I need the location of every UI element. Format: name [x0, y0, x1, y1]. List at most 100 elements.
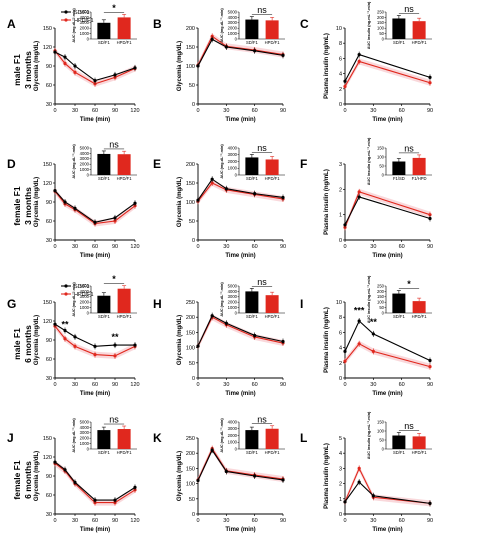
- x-tick-label: 30: [370, 244, 376, 250]
- x-tick-label: 60: [252, 382, 258, 388]
- significance-annotation: ***: [354, 305, 365, 315]
- data-point: [253, 333, 257, 338]
- y-tick-label: 200: [186, 451, 195, 457]
- x-tick-label: 60: [92, 108, 98, 114]
- x-tick-label: 90: [427, 244, 433, 250]
- inset-y-tick-label: 200: [377, 289, 385, 294]
- x-axis-label: Time (min): [80, 117, 110, 123]
- panel-letter: F: [300, 157, 307, 171]
- series-error-band: [345, 58, 430, 90]
- y-tick-label: 90: [46, 200, 52, 206]
- y-tick-label: 90: [46, 64, 52, 70]
- row-label: male F1 6 months: [12, 325, 33, 363]
- panel-letter: L: [300, 431, 307, 445]
- data-point: [133, 66, 137, 70]
- inset-y-tick-label: 100: [377, 300, 385, 305]
- x-tick-label: 60: [399, 244, 405, 250]
- inset-category-label: HPD/F1: [117, 450, 133, 455]
- x-axis-label: Time (min): [80, 391, 110, 397]
- inset-category-label: HPD/F1: [117, 40, 133, 45]
- y-tick-label: 2: [339, 361, 342, 367]
- data-point: [428, 81, 432, 85]
- x-tick-label: 90: [112, 244, 118, 250]
- legend-swatch-marker: [64, 292, 68, 296]
- x-tick-label: 0: [343, 244, 346, 250]
- inset-y-tick-label: 150: [377, 419, 385, 424]
- x-tick-label: 120: [130, 244, 139, 250]
- inset-y-tick-label: 0: [235, 36, 238, 41]
- y-tick-label: 100: [186, 64, 195, 70]
- inset-y-tick-label: 4000: [228, 145, 238, 150]
- y-tick-label: 0: [339, 376, 342, 382]
- data-point: [210, 448, 214, 452]
- y-tick-label: 150: [186, 45, 195, 51]
- x-tick-label: 0: [343, 108, 346, 114]
- data-point: [63, 55, 67, 59]
- inset-bar: [245, 430, 259, 449]
- inset-y-axis-label: AUC (mg.dL⁻¹.min): [220, 144, 224, 179]
- y-tick-label: 4: [339, 451, 342, 457]
- y-tick-label: 0: [192, 102, 195, 108]
- data-point: [53, 189, 57, 193]
- data-point: [224, 321, 228, 325]
- inset-y-tick-label: 1000: [228, 166, 238, 171]
- inset-y-tick-label: 5000: [228, 9, 238, 14]
- inset-category-label: SD/F1: [98, 40, 111, 45]
- panel-letter: E: [153, 157, 161, 171]
- row-label-text: 6 months: [23, 325, 33, 363]
- y-tick-label: 100: [186, 346, 195, 352]
- inset-bar: [265, 20, 279, 39]
- x-tick-label: 60: [399, 518, 405, 524]
- y-tick-label: 50: [189, 497, 195, 503]
- inset-category-label: SD/F1: [246, 176, 259, 181]
- y-axis-label: Glycemia (mg/dL): [34, 315, 40, 365]
- data-point: [196, 344, 200, 348]
- y-tick-label: 150: [43, 26, 52, 32]
- y-tick-label: 50: [189, 219, 195, 225]
- series-line: [344, 320, 431, 362]
- data-point: [357, 53, 361, 57]
- x-tick-label: 90: [112, 518, 118, 524]
- series-line: [54, 323, 135, 347]
- x-axis-label: Time (min): [225, 391, 255, 397]
- data-point: [224, 187, 228, 191]
- inset-significance-label: ns: [109, 139, 119, 149]
- inset-bar: [97, 22, 111, 39]
- x-tick-label: 60: [92, 244, 98, 250]
- row-label: female F1 6 months: [12, 460, 33, 499]
- y-tick-label: 1: [339, 497, 342, 503]
- inset-y-tick-label: 4000: [228, 419, 238, 424]
- data-point: [357, 319, 361, 323]
- inset-y-tick-label: 250: [377, 9, 385, 14]
- y-tick-label: 2: [339, 187, 342, 193]
- inset-category-label: SD/F1: [393, 40, 406, 45]
- row-label-text: female F1: [12, 460, 22, 499]
- inset-bar: [245, 157, 259, 175]
- inset-y-axis-label: AUC insulin (ng.mL⁻¹.min): [367, 137, 371, 185]
- series-error-band: [198, 33, 283, 69]
- panel-letter: G: [7, 297, 16, 311]
- inset-y-tick-label: 0: [87, 310, 90, 315]
- y-tick-label: 90: [46, 474, 52, 480]
- inset-y-tick-label: 3000: [228, 294, 238, 299]
- data-point: [371, 349, 375, 353]
- data-point: [93, 352, 97, 357]
- y-tick-label: 3: [339, 466, 342, 472]
- y-tick-label: 90: [46, 338, 52, 344]
- series-line: [54, 50, 136, 85]
- inset-category-label: HPD/F1: [265, 314, 281, 319]
- inset-bar: [117, 17, 131, 39]
- inset-category-label: SD/F1: [98, 176, 111, 181]
- significance-annotation: **: [61, 319, 69, 329]
- inset-category-label: HPD/F1: [412, 40, 428, 45]
- inset-y-tick-label: 2000: [228, 433, 238, 438]
- x-tick-label: 30: [370, 382, 376, 388]
- y-tick-label: 1: [339, 213, 342, 219]
- series-line: [54, 190, 136, 225]
- panel-H: H 0 50 100 150 200 250 0 30 60 90 Time (min) Glycemi…: [153, 277, 286, 397]
- series-line: [344, 467, 431, 504]
